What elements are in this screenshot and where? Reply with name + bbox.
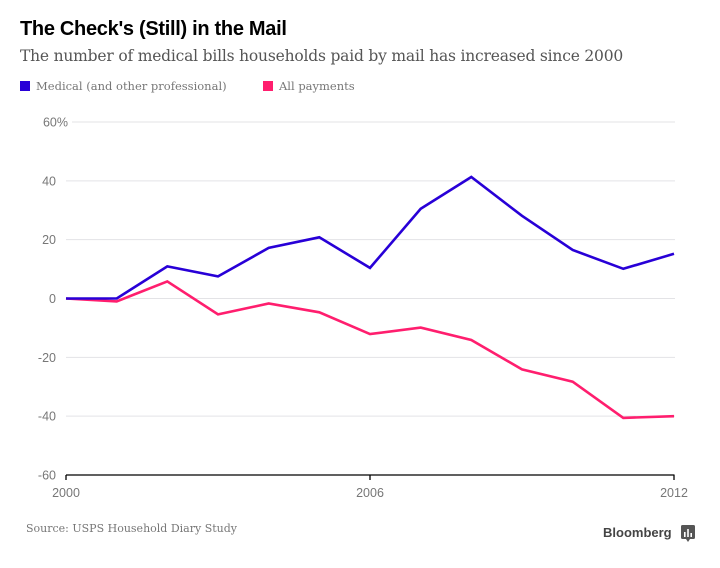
legend-label-medical: Medical (and other professional) <box>36 79 227 93</box>
source-note: Source: USPS Household Diary Study <box>26 522 237 535</box>
y-axis-tick-labels: 60% 40 20 0 -20 -40 -60 <box>38 116 68 483</box>
legend-swatch-medical <box>20 81 30 91</box>
gridlines <box>66 121 675 417</box>
bloomberg-chart-icon <box>681 525 695 547</box>
chart-title: The Check's (Still) in the Mail <box>20 18 287 40</box>
y-tick-label: 40 <box>42 174 56 188</box>
bloomberg-logo: Bloomberg <box>603 525 672 540</box>
x-axis: 2000 2006 2012 <box>52 474 688 500</box>
y-tick-label: -40 <box>38 410 56 424</box>
series-lines <box>65 175 675 420</box>
legend-item-medical: Medical (and other professional) <box>20 79 227 93</box>
series-line-medical <box>66 175 675 300</box>
legend-item-all-payments: All payments <box>263 79 355 93</box>
y-tick-label: 0 <box>49 292 56 306</box>
legend-swatch-all-payments <box>263 81 273 91</box>
y-tick-label: 20 <box>42 233 56 247</box>
y-tick-label: -20 <box>38 351 56 365</box>
x-tick-label: 2006 <box>356 486 384 500</box>
chart-subtitle: The number of medical bills households p… <box>20 47 624 65</box>
y-tick-label: 60% <box>43 116 68 130</box>
y-tick-label: -60 <box>38 469 56 483</box>
x-tick-label: 2012 <box>660 486 688 500</box>
legend-label-all-payments: All payments <box>279 79 355 93</box>
series-line-all-payments <box>65 279 675 420</box>
x-tick-label: 2000 <box>52 486 80 500</box>
